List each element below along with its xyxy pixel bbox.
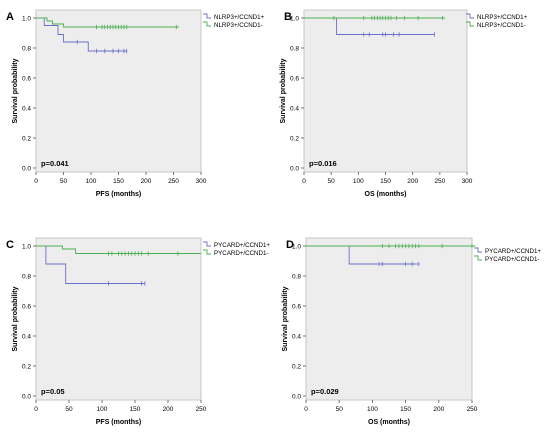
legend-entry: PYCARD+/CCND1+	[214, 242, 270, 249]
panel-d: D 0.0 0.2 0.4 0.6 0.8 1.0 0 50 100 150 200 250 OS (mo…	[282, 237, 541, 426]
legend-swatch	[203, 13, 211, 19]
legend-entry: NLRP3+/CCND1+	[477, 14, 528, 21]
y-tick-label: 0.8	[22, 46, 31, 53]
legend-swatch	[474, 247, 482, 253]
y-axis-label: Survival probability	[282, 286, 289, 351]
y-tick-label: 0.2	[290, 136, 299, 143]
y-tick-label: 0.8	[292, 274, 301, 281]
x-tick-label: 300	[196, 178, 207, 185]
y-tick-label: 0.4	[22, 334, 31, 341]
plot-area	[303, 9, 468, 173]
p-value: p=0.05	[41, 387, 65, 396]
y-tick-label: 0.0	[292, 394, 301, 401]
legend-entry: PYCARD+/CCND1-	[485, 256, 540, 263]
legend-swatch	[203, 21, 211, 27]
y-tick-label: 1.0	[22, 16, 31, 23]
panel-label: A	[6, 11, 14, 23]
y-tick-label: 0.8	[22, 274, 31, 281]
x-tick-label: 200	[141, 178, 152, 185]
x-tick-label: 0	[304, 406, 308, 413]
x-axis-label: OS (months)	[365, 191, 407, 198]
x-tick-label: 0	[34, 406, 38, 413]
y-tick-label: 1.0	[22, 244, 31, 251]
y-tick-label: 0.0	[22, 166, 31, 173]
x-tick-label: 150	[130, 406, 141, 413]
x-tick-label: 150	[400, 406, 411, 413]
x-tick-label: 50	[328, 178, 336, 185]
survival-curve	[36, 17, 179, 28]
panel-a: A 0.0 0.2 0.4 0.6 0.8 1.0 0 50 100 150 200 250 300 PFS…	[6, 9, 265, 198]
panel-label: C	[6, 239, 14, 251]
series-1: NLRP3+/CCND1+	[36, 13, 265, 54]
y-tick-label: 0.6	[22, 76, 31, 83]
panel-c: C 0.0 0.2 0.4 0.6 0.8 1.0 0 50 100 150 200 250 PFS (m…	[6, 237, 270, 426]
x-tick-label: 200	[433, 406, 444, 413]
p-value: p=0.029	[311, 387, 339, 396]
y-axis-label: Survival probability	[12, 286, 19, 351]
panel-label: B	[284, 11, 292, 23]
x-axis-label: PFS (months)	[96, 419, 142, 426]
y-tick-label: 1.0	[290, 16, 299, 23]
y-tick-label: 1.0	[292, 244, 301, 251]
x-tick-label: 100	[367, 406, 378, 413]
legend-entry: NLRP3+/CCND1-	[477, 22, 526, 29]
legend-swatch	[203, 241, 211, 247]
legend-entry: PYCARD+/CCND1-	[214, 250, 269, 257]
series-2: PYCARD+/CCND1-	[306, 243, 540, 263]
y-tick-label: 0.4	[22, 106, 31, 113]
x-tick-label: 200	[407, 178, 418, 185]
x-tick-label: 250	[467, 406, 478, 413]
y-tick-label: 0.4	[290, 106, 299, 113]
x-tick-label: 50	[60, 178, 68, 185]
series-2: NLRP3+/CCND1-	[36, 17, 263, 30]
p-value: p=0.016	[309, 159, 337, 168]
y-tick-label: 0.0	[290, 166, 299, 173]
legend-entry: NLRP3+/CCND1+	[214, 14, 265, 21]
x-tick-label: 0	[302, 178, 306, 185]
x-tick-label: 250	[196, 406, 207, 413]
p-value: p=0.041	[41, 159, 69, 168]
series-2: PYCARD+/CCND1-	[36, 245, 269, 257]
legend-swatch	[474, 255, 482, 261]
plot-area	[305, 237, 473, 401]
y-tick-label: 0.6	[292, 304, 301, 311]
legend-entry: PYCARD+/CCND1+	[485, 248, 541, 255]
x-tick-label: 100	[86, 178, 97, 185]
x-tick-label: 300	[462, 178, 473, 185]
x-tick-label: 0	[34, 178, 38, 185]
y-tick-label: 0.2	[292, 364, 301, 371]
x-tick-label: 200	[163, 406, 174, 413]
x-tick-label: 250	[168, 178, 179, 185]
panel-b: B 0.0 0.2 0.4 0.6 0.8 1.0 0 50 100 150 200 250 300 OS …	[280, 9, 528, 198]
panel-label: D	[286, 239, 294, 251]
y-tick-label: 0.4	[292, 334, 301, 341]
x-tick-label: 250	[434, 178, 445, 185]
x-axis-label: OS (months)	[368, 419, 410, 426]
x-axis-label: PFS (months)	[96, 191, 142, 198]
y-tick-label: 0.0	[22, 394, 31, 401]
y-tick-label: 0.8	[290, 46, 299, 53]
series-2: NLRP3+/CCND1-	[304, 15, 526, 29]
legend-entry: NLRP3+/CCND1-	[214, 22, 263, 29]
x-tick-label: 50	[336, 406, 344, 413]
x-tick-label: 150	[113, 178, 124, 185]
legend-swatch	[466, 13, 474, 19]
survival-curve	[36, 245, 201, 254]
x-tick-label: 100	[97, 406, 108, 413]
y-axis-label: Survival probability	[280, 58, 287, 123]
x-tick-label: 100	[353, 178, 364, 185]
legend-swatch	[466, 21, 474, 27]
survival-curve	[36, 17, 127, 52]
legend-swatch	[203, 249, 211, 255]
plot-area	[35, 237, 202, 401]
y-tick-label: 0.6	[22, 304, 31, 311]
x-tick-label: 50	[65, 406, 73, 413]
y-tick-label: 0.2	[22, 136, 31, 143]
y-tick-label: 0.6	[290, 76, 299, 83]
x-tick-label: 150	[380, 178, 391, 185]
y-tick-label: 0.2	[22, 364, 31, 371]
y-axis-label: Survival probability	[12, 58, 19, 123]
